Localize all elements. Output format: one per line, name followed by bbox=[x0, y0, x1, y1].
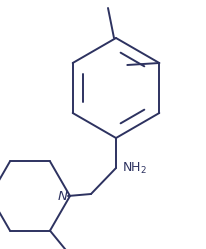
Text: N: N bbox=[58, 189, 68, 202]
Text: NH$_2$: NH$_2$ bbox=[122, 160, 147, 176]
